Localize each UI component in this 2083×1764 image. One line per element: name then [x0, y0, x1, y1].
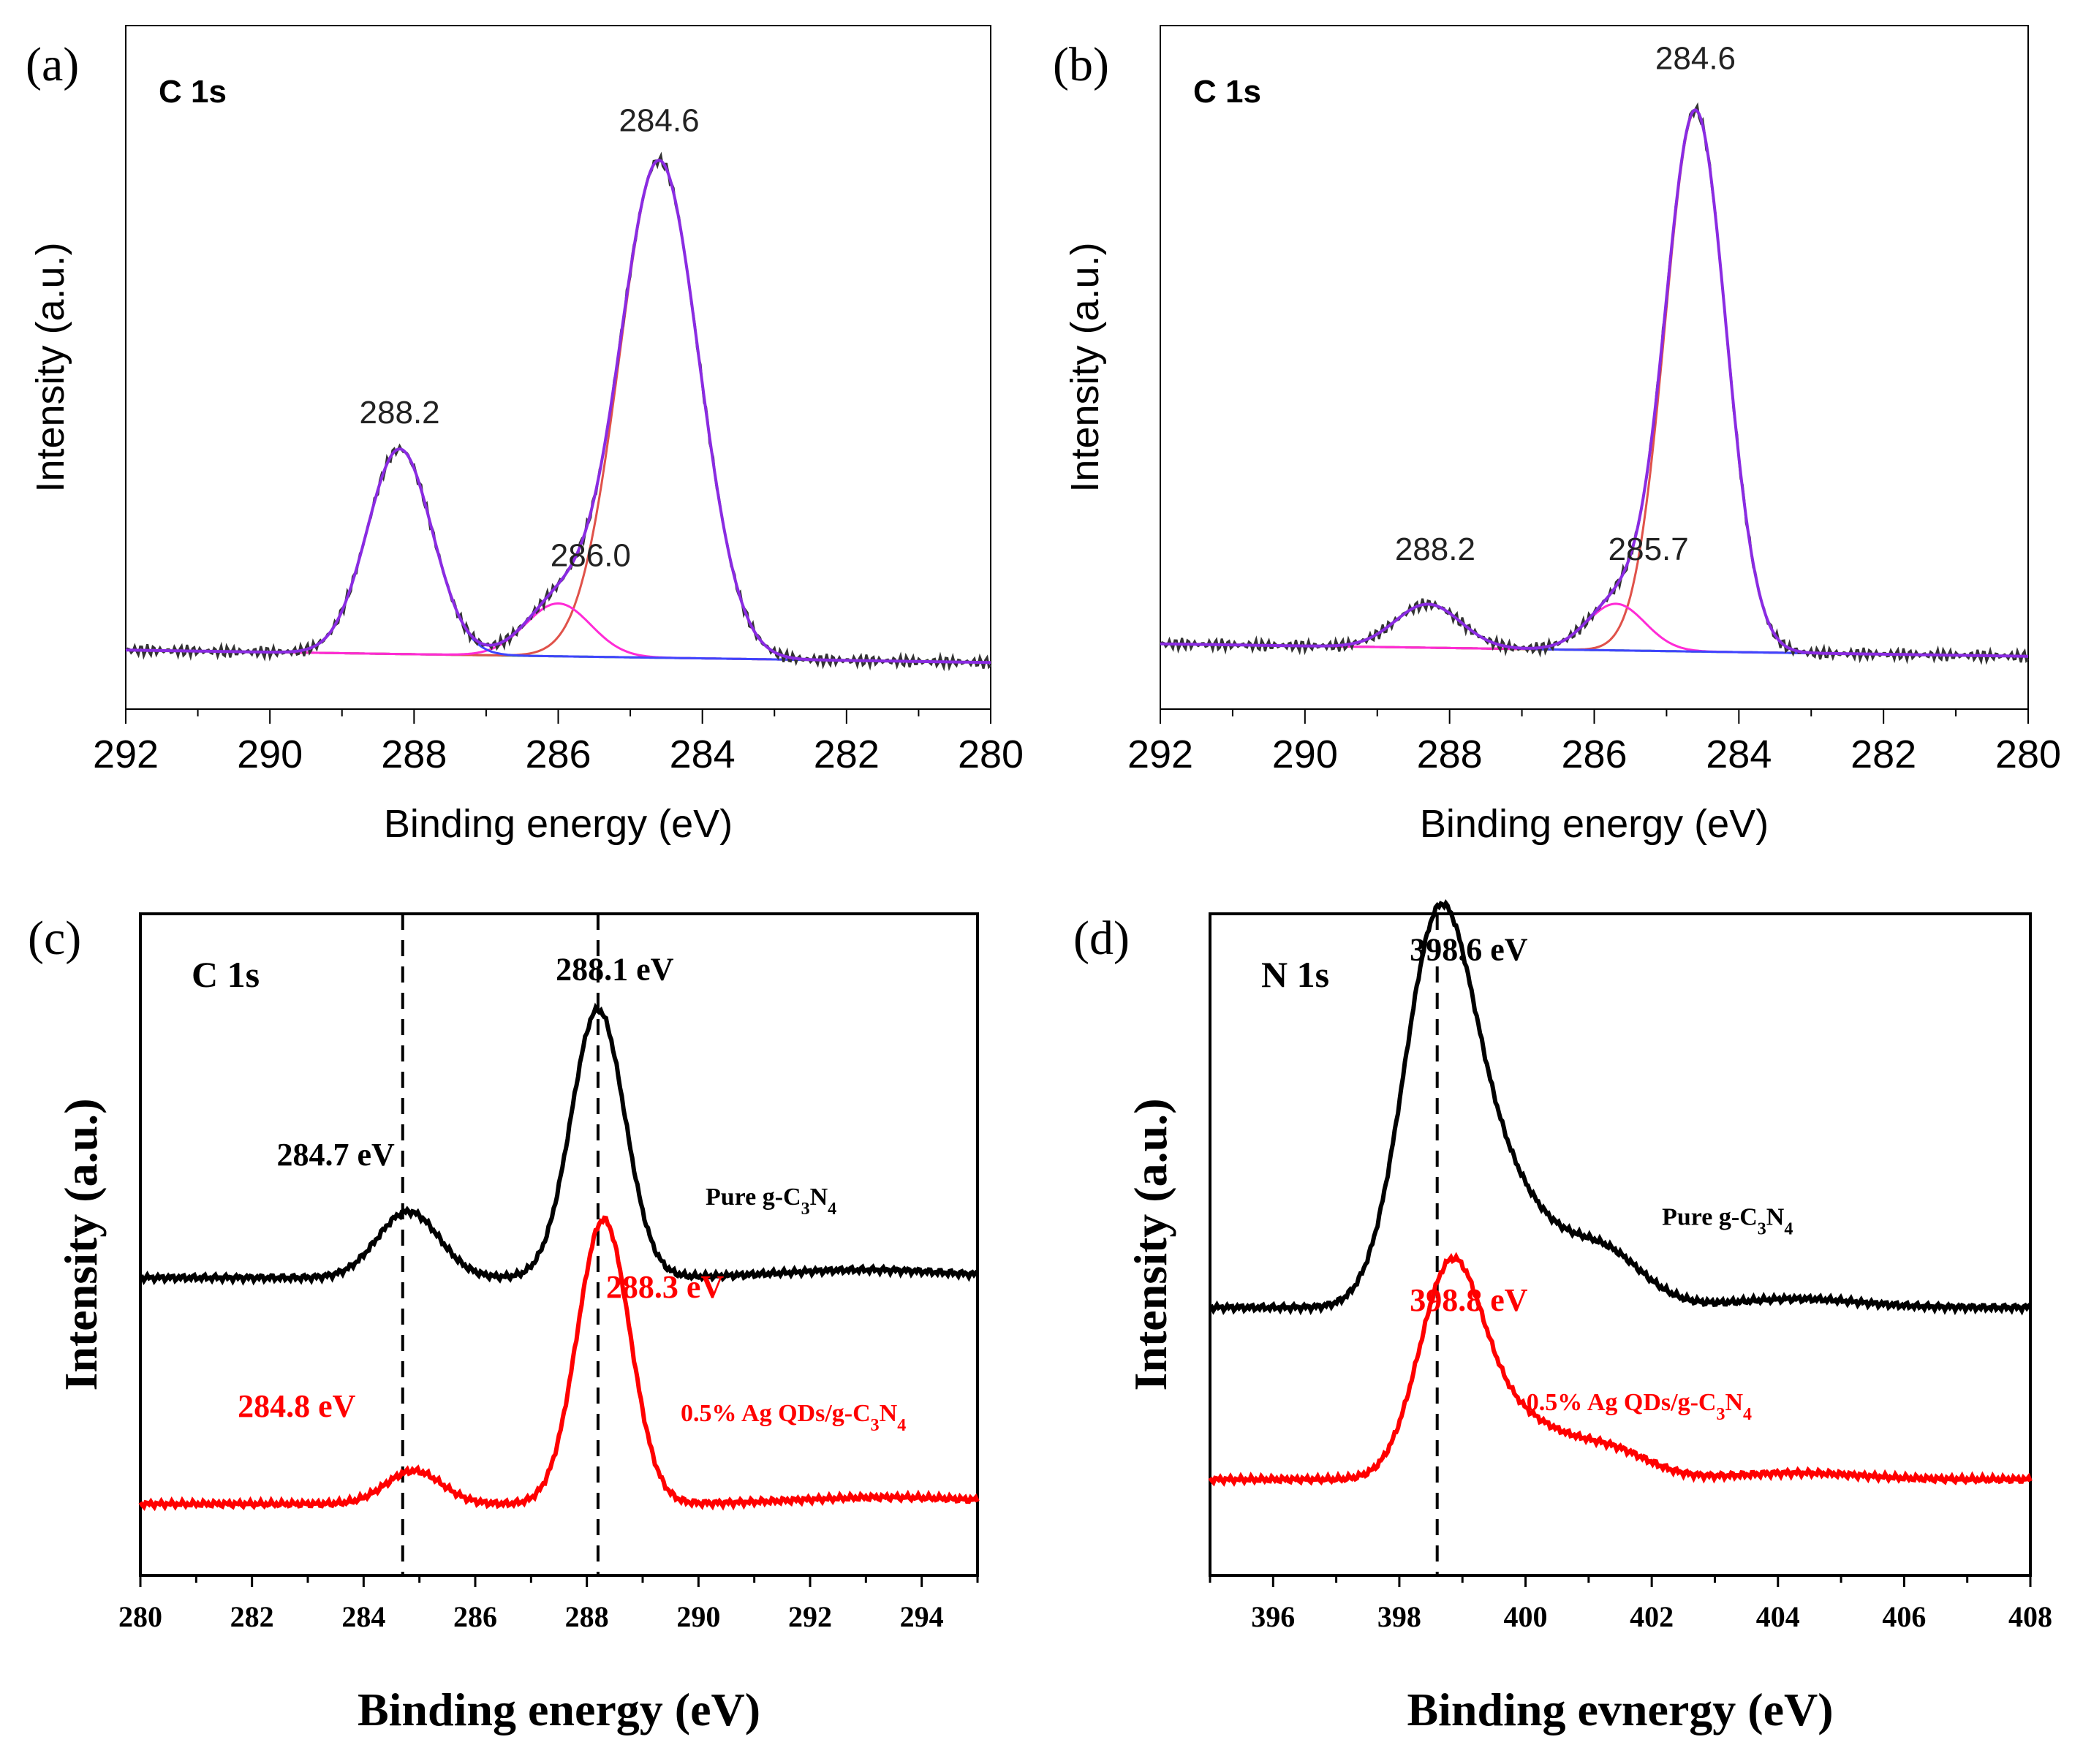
label-subscript: 4: [897, 1416, 906, 1435]
x-tick-label: 292: [788, 1600, 832, 1633]
x-tick-label: 290: [676, 1600, 720, 1633]
x-tick-label: 282: [814, 733, 880, 776]
x-tick-label: 286: [453, 1600, 497, 1633]
ag-qds-gc3n4-spectrum: [138, 1215, 980, 1512]
x-tick-label: 288: [565, 1600, 609, 1633]
x-tick-label: 284: [1706, 733, 1772, 776]
label-text: 0.5% Ag QDs/g-C: [1527, 1389, 1717, 1416]
x-tick-label: 286: [525, 733, 591, 776]
label-subscript: 3: [1716, 1405, 1725, 1424]
x-tick-label: 398: [1377, 1600, 1421, 1633]
series-label: 0.5% Ag QDs/g-C3N4: [681, 1400, 906, 1435]
x-tick-label: 284: [341, 1600, 385, 1633]
x-tick-label: 286: [1561, 733, 1627, 776]
peak-annotation: 288.1 eV: [556, 952, 674, 988]
label-text: N: [1766, 1203, 1785, 1230]
x-axis-title: Binding energy (eV): [1420, 802, 1769, 846]
x-tick-label: 402: [1630, 1600, 1674, 1633]
fit-envelope-line: [125, 159, 991, 665]
pure-gc3n4-spectrum: [139, 1002, 980, 1286]
peak-annotation: 284.6: [619, 103, 699, 139]
x-tick-label: 284: [670, 733, 736, 776]
x-tick-label: 290: [237, 733, 303, 776]
series-label: Pure g-C3N4: [706, 1184, 836, 1219]
label-text: N: [1725, 1389, 1743, 1416]
pure-gc3n4-spectrum: [1209, 898, 2032, 1316]
panel-c: (c) 280 282 284 286 288 290 292 294 Binding energ…: [28, 912, 980, 1735]
panel-label: (c): [28, 912, 81, 965]
x-tick-label: 404: [1756, 1600, 1800, 1633]
series-label: Pure g-C3N4: [1662, 1203, 1793, 1238]
y-axis-title: Intensity (a.u.): [1063, 242, 1107, 492]
x-tick-label: 290: [1272, 733, 1338, 776]
peak-annotation: 288.3 eV: [606, 1269, 725, 1305]
ag-qds-gc3n4-spectrum: [1208, 1252, 2033, 1487]
x-tick-label: 400: [1504, 1600, 1548, 1633]
x-tick-label: 282: [1850, 733, 1916, 776]
panel-b: (b) 292 290 288 286 284 282 280 Binding energy (…: [1053, 25, 2061, 846]
x-axis-title: Binding energy (eV): [358, 1684, 760, 1735]
chart-title: N 1s: [1261, 954, 1329, 995]
y-axis-title: Intensity (a.u.): [1124, 1098, 1176, 1390]
x-tick-label: 280: [118, 1600, 162, 1633]
series-label: 0.5% Ag QDs/g-C3N4: [1527, 1389, 1752, 1424]
x-tick-label: 288: [1417, 733, 1483, 776]
peak-annotation: 284.7 eV: [277, 1137, 396, 1173]
chart-title: C 1s: [159, 74, 227, 110]
peak-annotation: 398.8 eV: [1410, 1282, 1528, 1318]
x-tick-label: 280: [1995, 733, 2061, 776]
peak-annotation: 286.0: [551, 538, 631, 574]
panel-label: (b): [1053, 38, 1109, 91]
peak-annotation: 285.7: [1608, 531, 1689, 567]
x-tick-label: 292: [1127, 733, 1193, 776]
plot-frame: [1209, 912, 2032, 1577]
label-subscript: 4: [1743, 1405, 1752, 1424]
peak-annotation: 284.8 eV: [238, 1388, 356, 1424]
label-subscript: 4: [828, 1200, 836, 1219]
panel-label: (a): [26, 38, 79, 91]
peak-annotation: 284.6: [1655, 41, 1736, 77]
panel-a: (a) 292 290 288 286 284 282 280 Binding energy (…: [26, 25, 1024, 846]
label-text: N: [810, 1184, 828, 1211]
x-tick-label: 294: [900, 1600, 944, 1633]
label-subscript: 4: [1784, 1219, 1793, 1238]
fit-envelope-line: [1160, 108, 2029, 658]
panel-label: (d): [1073, 912, 1130, 965]
label-subscript: 3: [871, 1416, 880, 1435]
x-tick-label: 406: [1882, 1600, 1926, 1633]
label-subscript: 3: [801, 1200, 810, 1219]
y-axis-title: Intensity (a.u.): [55, 1098, 107, 1390]
panel-d: (d) 396 398 400 402 404 406 408 Binding evnergy …: [1073, 898, 2052, 1735]
label-text: Pure g-C: [706, 1184, 801, 1211]
label-text: 0.5% Ag QDs/g-C: [681, 1400, 871, 1427]
x-tick-label: 288: [381, 733, 447, 776]
peak-annotation: 288.2: [1395, 531, 1475, 567]
peak-annotation: 398.6 eV: [1410, 931, 1528, 967]
x-tick-label: 292: [93, 733, 159, 776]
chart-title: C 1s: [192, 954, 260, 995]
label-subscript: 3: [1758, 1219, 1766, 1238]
x-tick-label: 408: [2008, 1600, 2052, 1633]
x-axis-title: Binding energy (eV): [384, 802, 733, 846]
label-text: Pure g-C: [1662, 1203, 1758, 1230]
peak-annotation: 288.2: [360, 395, 440, 431]
plot-frame: [139, 912, 979, 1577]
x-axis-title: Binding evnergy (eV): [1407, 1684, 1833, 1735]
chart-title: C 1s: [1193, 74, 1261, 110]
y-axis-title: Intensity (a.u.): [29, 242, 72, 492]
x-tick-label: 282: [230, 1600, 274, 1633]
x-tick-label: 396: [1251, 1600, 1295, 1633]
x-tick-label: 280: [958, 733, 1024, 776]
label-text: N: [880, 1400, 898, 1427]
